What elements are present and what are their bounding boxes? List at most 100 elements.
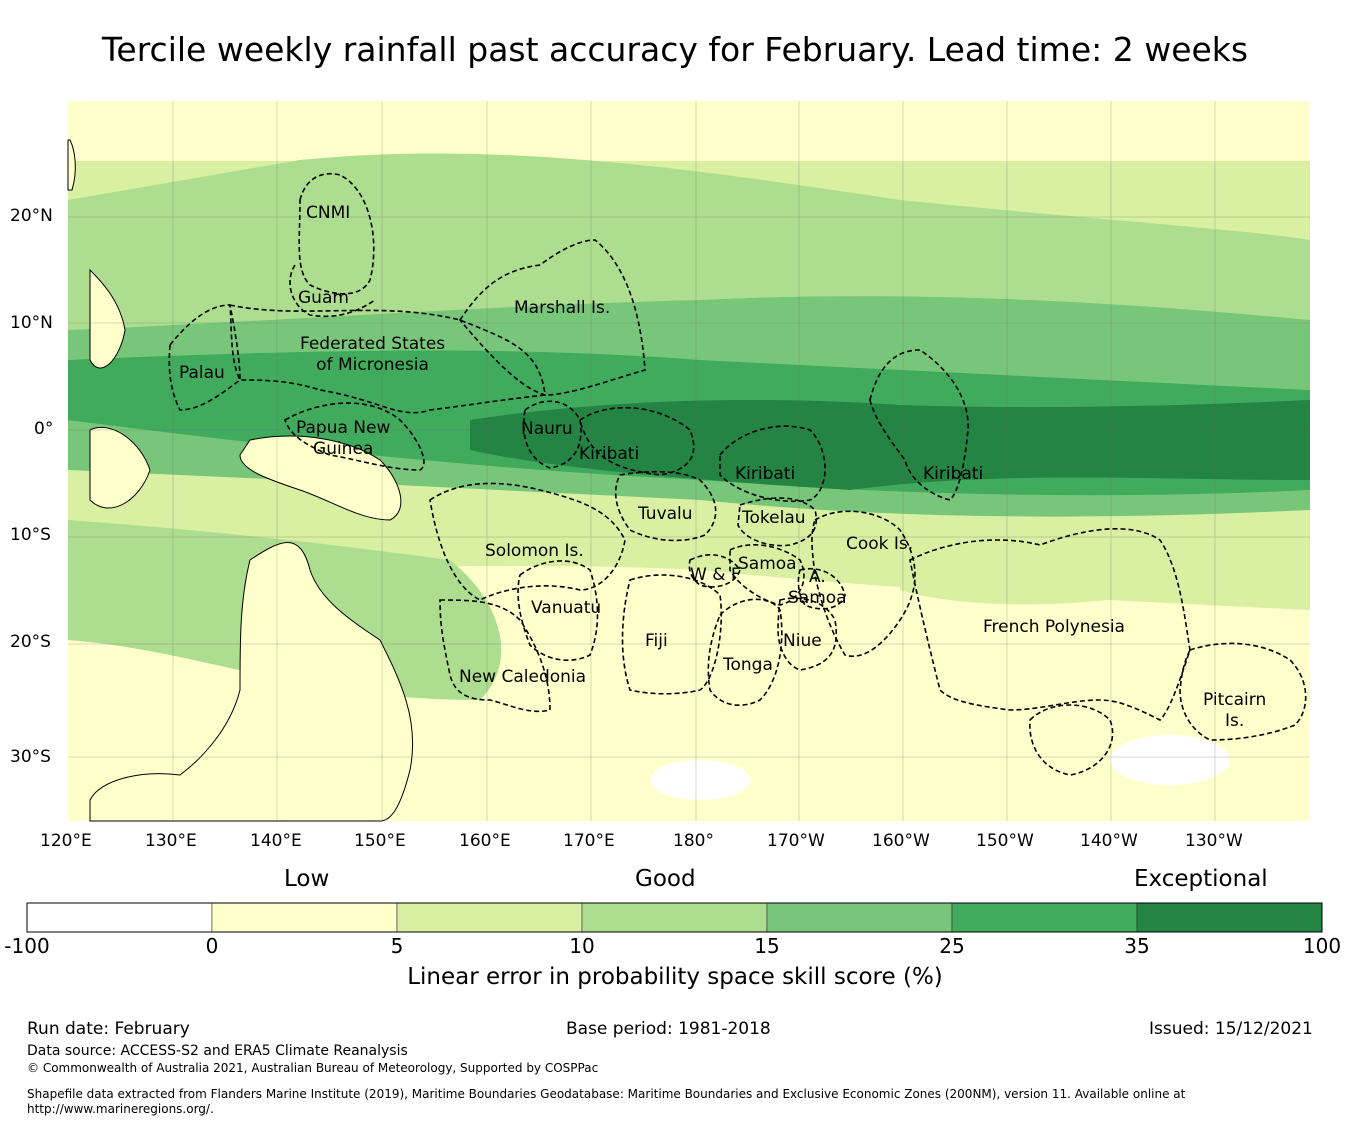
lon-tick-180: 180° bbox=[673, 831, 714, 851]
lon-tick-140w: 140°W bbox=[1080, 831, 1138, 851]
colorbar-category-low: Low bbox=[284, 866, 330, 892]
eez-samoa bbox=[729, 544, 805, 606]
field-north-low bbox=[68, 101, 1310, 161]
eez-fiji bbox=[621, 574, 723, 695]
colorbar-bin bbox=[396, 902, 583, 933]
region-label-png: Papua New Guinea bbox=[296, 418, 391, 459]
issued-date: Issued: 15/12/2021 bbox=[1149, 1019, 1313, 1039]
field-southeast bbox=[900, 545, 1250, 605]
colorbar bbox=[26, 902, 1323, 933]
colorbar-category-good: Good bbox=[635, 866, 696, 892]
philippines bbox=[89, 268, 126, 369]
region-label-tokelau: Tokelau bbox=[742, 508, 806, 528]
eez-am-samoa bbox=[797, 568, 846, 610]
colorbar-frame bbox=[26, 902, 1323, 933]
region-label-marshall: Marshall Is. bbox=[514, 298, 611, 318]
colorbar-tick: 35 bbox=[1124, 934, 1150, 958]
eez-solomon bbox=[429, 482, 626, 601]
eez-cook bbox=[811, 510, 916, 657]
lat-tick-30s: 30°S bbox=[10, 747, 51, 767]
copyright: © Commonwealth of Australia 2021, Austra… bbox=[27, 1061, 599, 1075]
lon-tick-140e: 140°E bbox=[250, 831, 302, 851]
lat-tick-20s: 20°S bbox=[10, 632, 51, 652]
coastlines bbox=[67, 139, 414, 822]
region-label-kiribati-line: Kiribati bbox=[923, 464, 984, 484]
region-label-am-samoa: Samoa bbox=[788, 588, 847, 608]
region-label-pitcairn: Pitcairn Is. bbox=[1203, 690, 1267, 731]
colorbar-bin bbox=[1136, 902, 1323, 933]
colorbar-bin bbox=[211, 902, 398, 933]
region-label-am-samoa-a: A. bbox=[809, 567, 826, 587]
colorbar-category-exceptional: Exceptional bbox=[1134, 866, 1268, 892]
region-label-tuvalu: Tuvalu bbox=[638, 504, 693, 524]
lat-tick-20n: 20°N bbox=[10, 206, 53, 226]
colorbar-bin bbox=[26, 902, 213, 933]
field-missing-1 bbox=[1110, 735, 1230, 785]
shapefile-credit: Shapefile data extracted from Flanders M… bbox=[27, 1087, 1186, 1116]
eez-palau bbox=[168, 304, 241, 411]
lat-tick-0: 0° bbox=[34, 419, 54, 439]
colorbar-tick: 15 bbox=[754, 934, 780, 958]
region-label-tonga: Tonga bbox=[723, 655, 773, 675]
lon-tick-170e: 170°E bbox=[563, 831, 615, 851]
eez-boundaries bbox=[168, 173, 1307, 776]
colorbar-bin bbox=[951, 902, 1138, 933]
lon-tick-150w: 150°W bbox=[976, 831, 1034, 851]
colorbar-bin bbox=[766, 902, 953, 933]
lon-tick-120e: 120°E bbox=[40, 831, 92, 851]
eez-niue bbox=[777, 597, 837, 671]
eez-tonga bbox=[707, 598, 783, 706]
region-label-vanuatu: Vanuatu bbox=[531, 598, 602, 618]
colorbar-bin bbox=[581, 902, 768, 933]
eez-kiribati-phoenix bbox=[719, 425, 826, 503]
lon-tick-160e: 160°E bbox=[459, 831, 511, 851]
region-label-solomon: Solomon Is. bbox=[485, 541, 584, 561]
eez-fsm bbox=[229, 303, 546, 414]
region-label-samoa: Samoa bbox=[738, 554, 797, 574]
data-source: Data source: ACCESS-S2 and ERA5 Climate … bbox=[27, 1043, 408, 1059]
eez-french-polynesia bbox=[909, 528, 1191, 721]
base-period: Base period: 1981-2018 bbox=[566, 1019, 771, 1039]
eez-kiribati-line bbox=[869, 349, 969, 501]
eez-pitcairn bbox=[1179, 642, 1307, 741]
eez-tuvalu bbox=[614, 470, 717, 542]
lat-tick-10s: 10°S bbox=[10, 525, 51, 545]
colorbar-tick: 25 bbox=[939, 934, 965, 958]
colorbar-tick: 0 bbox=[205, 934, 219, 958]
field-missing-2 bbox=[650, 760, 750, 800]
taiwan bbox=[67, 139, 76, 191]
lon-tick-150e: 150°E bbox=[354, 831, 406, 851]
region-label-kiribati-phoenix: Kiribati bbox=[735, 464, 796, 484]
eez-png bbox=[284, 402, 425, 471]
colorbar-tick: 10 bbox=[569, 934, 595, 958]
borneo-sulawesi bbox=[89, 426, 151, 509]
lon-tick-130w: 130°W bbox=[1185, 831, 1243, 851]
region-label-french-polynesia: French Polynesia bbox=[983, 617, 1125, 637]
lon-tick-160w: 160°W bbox=[872, 831, 930, 851]
lat-tick-10n: 10°N bbox=[10, 313, 53, 333]
region-label-wallis-futuna: W & F bbox=[690, 565, 741, 585]
region-label-cnmi: CNMI bbox=[306, 203, 351, 223]
region-label-guam: Guam bbox=[298, 288, 349, 308]
field-band-1 bbox=[68, 153, 1310, 330]
region-label-palau: Palau bbox=[179, 363, 225, 383]
eez-french-polynesia-south bbox=[1029, 704, 1114, 776]
eez-guam bbox=[289, 264, 376, 318]
region-label-fsm: Federated States of Micronesia bbox=[300, 334, 446, 375]
chart-title: Tercile weekly rainfall past accuracy fo… bbox=[101, 30, 1249, 69]
new-guinea bbox=[239, 435, 402, 521]
region-label-new-caledonia: New Caledonia bbox=[459, 667, 587, 687]
region-label-nauru: Nauru bbox=[521, 419, 573, 439]
region-label-kiribati-gilbert: Kiribati bbox=[579, 444, 640, 464]
run-date: Run date: February bbox=[27, 1019, 190, 1039]
eez-kiribati-gilbert bbox=[579, 406, 695, 476]
eez-nauru bbox=[523, 400, 582, 469]
colorbar-tick: 100 bbox=[1302, 934, 1342, 958]
region-label-fiji: Fiji bbox=[645, 631, 668, 651]
australia bbox=[89, 542, 414, 822]
eez-cnmi bbox=[298, 173, 375, 295]
eez-marshall bbox=[459, 239, 646, 396]
colorbar-tick: -100 bbox=[4, 934, 50, 958]
region-label-niue: Niue bbox=[783, 631, 822, 651]
